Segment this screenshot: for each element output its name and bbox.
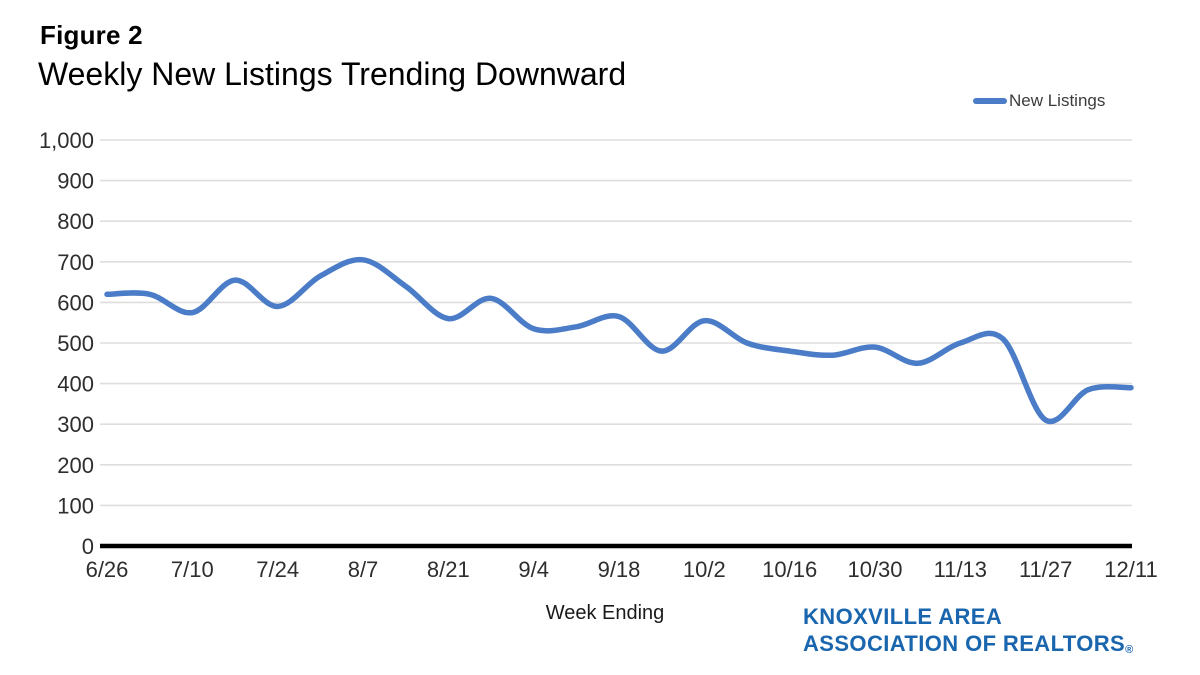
x-tick-label: 11/13	[934, 557, 987, 582]
x-axis-title: Week Ending	[545, 602, 665, 624]
y-tick-label: 700	[57, 250, 94, 275]
x-tick-label: 9/18	[598, 557, 641, 582]
x-tick-label: 7/24	[256, 557, 299, 582]
x-tick-label: 7/10	[171, 557, 214, 582]
legend-line-swatch	[973, 97, 1007, 105]
legend: New Listings	[973, 91, 1105, 111]
x-tick-label: 10/2	[683, 557, 726, 582]
chart-title: Weekly New Listings Trending Downward	[38, 56, 627, 92]
y-tick-label: 100	[57, 493, 94, 518]
registered-trademark-symbol: ®	[1125, 644, 1134, 656]
figure-number-title: Figure 2	[40, 20, 143, 50]
x-tick-label: 8/21	[427, 557, 470, 582]
y-tick-label: 400	[57, 372, 94, 397]
knoxville-area-association-of-realtors-logo: KNOXVILLE AREA ASSOCIATION OF REALTORS®	[803, 603, 1134, 664]
logo-line-1: KNOXVILLE AREA	[803, 604, 1003, 629]
x-tick-label: 12/11	[1104, 557, 1157, 582]
x-tick-label: 8/7	[348, 557, 379, 582]
y-tick-label: 0	[82, 534, 94, 559]
y-tick-label: 1,000	[39, 128, 94, 153]
y-tick-label: 600	[57, 290, 94, 315]
x-tick-label: 10/16	[762, 557, 817, 582]
y-tick-label: 900	[57, 169, 94, 194]
y-tick-label: 500	[57, 331, 94, 356]
x-tick-label: 6/26	[86, 557, 129, 582]
x-tick-label: 11/27	[1019, 557, 1072, 582]
x-tick-label: 10/30	[847, 557, 902, 582]
y-tick-label: 300	[57, 412, 94, 437]
logo-line-2: ASSOCIATION OF REALTORS®	[803, 631, 1134, 656]
x-tick-label: 9/4	[518, 557, 549, 582]
y-tick-label: 800	[57, 209, 94, 234]
y-tick-label: 200	[57, 453, 94, 478]
new-listings-line	[104, 256, 1134, 425]
legend-label: New Listings	[1009, 91, 1106, 110]
